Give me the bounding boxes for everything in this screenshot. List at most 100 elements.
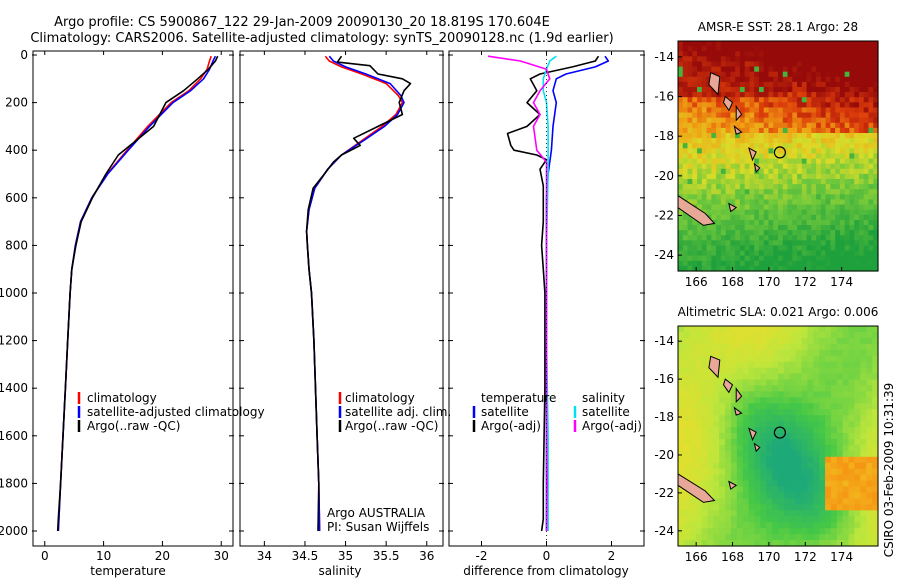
map-cell: [713, 510, 720, 517]
map-cell: [701, 326, 709, 333]
map-cell: [830, 179, 836, 185]
map-cell: [695, 337, 703, 345]
map-cell: [701, 433, 709, 440]
map-cell: [754, 225, 760, 231]
map-cell: [797, 51, 803, 57]
map-cell: [844, 250, 851, 257]
map-cell: [754, 179, 760, 185]
map-cell: [706, 260, 712, 267]
map-cell: [730, 250, 736, 257]
map-cell: [766, 403, 773, 410]
map-cell: [825, 179, 831, 185]
map-cell: [749, 87, 755, 93]
map-cell: [711, 92, 717, 98]
map-cell: [754, 534, 761, 541]
map-cell: [744, 173, 751, 180]
map-cell: [758, 163, 765, 170]
map-cell: [707, 462, 714, 470]
map-cell: [735, 204, 741, 211]
map-cell: [863, 219, 870, 226]
map-cell: [854, 498, 861, 505]
map-cell: [801, 214, 808, 221]
map-cell: [730, 385, 738, 393]
map-cell: [763, 184, 770, 190]
map-cell: [707, 528, 714, 535]
map-cell: [778, 168, 784, 175]
map-cell: [683, 397, 691, 404]
map-cell: [866, 492, 873, 500]
map-cell: [819, 444, 826, 452]
map-cell: [772, 326, 779, 333]
map-cell: [725, 158, 731, 165]
map-cell: [795, 331, 803, 339]
map-cell: [692, 245, 698, 252]
map-cell: [687, 71, 693, 78]
map-cell: [725, 391, 732, 398]
temperature-axes: [32, 50, 234, 547]
map-cell: [825, 148, 831, 155]
map-cell: [730, 225, 736, 231]
map-cell: [866, 403, 873, 410]
map-cell: [792, 230, 798, 236]
map-cell: [711, 265, 717, 272]
map-cell: [830, 97, 836, 103]
map-cell: [820, 92, 827, 98]
map-cell: [778, 225, 784, 231]
map-cell: [689, 409, 697, 416]
map-cell: [754, 486, 761, 494]
map-cell: [835, 230, 841, 236]
map-cell: [766, 480, 773, 488]
map-cell: [854, 76, 860, 83]
map-cell: [707, 373, 714, 381]
map-cell: [792, 81, 798, 88]
map-cell: [866, 486, 873, 494]
map-cell: [807, 504, 814, 511]
map-cell: [787, 153, 793, 160]
map-cell: [749, 127, 755, 134]
map-cell: [760, 337, 767, 345]
map-cell: [868, 209, 874, 216]
y-tick-label: -22: [654, 208, 674, 222]
map-cell: [825, 516, 832, 523]
map-cell: [816, 97, 822, 103]
map-cell: [697, 168, 703, 175]
map-cell: [787, 265, 793, 272]
map-cell: [825, 355, 832, 363]
map-cell: [716, 260, 722, 267]
map-cell: [725, 173, 731, 180]
map-cell: [754, 56, 760, 63]
map-cell: [716, 92, 722, 98]
map-cell: [749, 81, 755, 88]
map-cell: [678, 403, 685, 410]
map-cell: [730, 143, 736, 149]
map-cell: [854, 265, 860, 272]
map-cell: [795, 468, 803, 476]
map-cell: [854, 373, 861, 381]
map-cell: [839, 102, 846, 109]
map-cell: [701, 199, 708, 206]
map-cell: [754, 153, 760, 160]
map-cell: [695, 415, 703, 422]
map-cell: [773, 173, 779, 180]
map-cell: [825, 433, 832, 440]
map-cell: [806, 260, 812, 267]
map-cell: [683, 468, 691, 476]
map-cell: [848, 373, 856, 381]
map-cell: [866, 373, 873, 381]
map-cell: [835, 56, 841, 63]
map-cell: [807, 415, 814, 422]
map-cell: [825, 326, 832, 333]
map-cell: [725, 189, 731, 195]
map-cell: [839, 76, 846, 83]
map-cell: [719, 522, 726, 529]
map-cell: [816, 143, 822, 149]
map-cell: [739, 51, 746, 57]
map-cell: [706, 61, 712, 68]
map-cell: [678, 117, 684, 124]
map-cell: [854, 415, 861, 422]
map-cell: [783, 456, 791, 464]
map-cell: [754, 112, 760, 119]
map-cell: [797, 107, 803, 114]
map-cell: [758, 245, 765, 252]
map-cell: [783, 373, 791, 381]
